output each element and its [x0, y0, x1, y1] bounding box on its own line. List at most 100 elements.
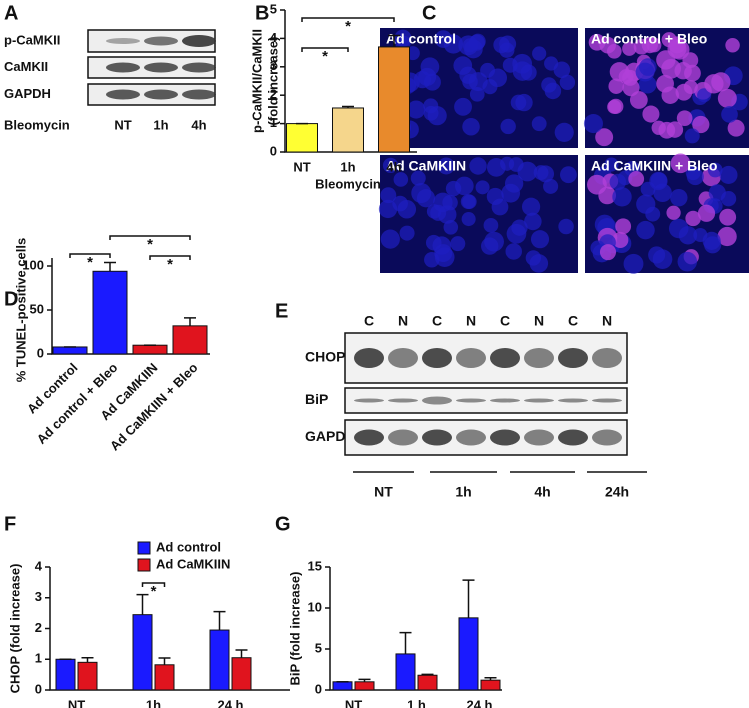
nucleus: [558, 218, 574, 235]
band: [558, 429, 588, 446]
nucleus: [676, 110, 693, 127]
nucleus: [697, 88, 712, 103]
nucleus: [380, 187, 397, 204]
band: [182, 62, 216, 73]
nucleus: [633, 38, 650, 55]
bar: [458, 617, 479, 691]
row-label: CaMKII: [4, 59, 48, 74]
band: [144, 89, 178, 100]
error-bar: [213, 610, 226, 631]
nucleus: [445, 180, 462, 197]
y-axis-label: (fold increase): [265, 37, 280, 126]
lane-label: C: [432, 313, 442, 329]
significance-label: *: [147, 236, 153, 253]
nucleus: [500, 118, 516, 135]
nucleus: [685, 210, 701, 227]
error-bar: [136, 593, 149, 615]
nucleus: [636, 220, 655, 240]
y-tick-label: 2: [35, 620, 42, 635]
nucleus: [508, 157, 524, 172]
row-label: GAPDH: [305, 428, 356, 444]
nucleus: [533, 165, 549, 180]
error-bar: [484, 676, 497, 681]
legend-swatch: [137, 541, 151, 555]
nucleus: [651, 120, 666, 135]
x-axis-label: Bleomycin: [315, 176, 381, 191]
lane-label: N: [534, 313, 544, 329]
band: [354, 348, 384, 368]
bar: [132, 344, 168, 355]
bar: [132, 614, 153, 691]
nucleus: [469, 157, 487, 175]
significance-label: *: [151, 583, 157, 600]
band: [144, 36, 178, 46]
nucleus: [488, 68, 508, 88]
bar: [332, 107, 364, 153]
y-tick-label: 2: [270, 87, 277, 102]
bar: [417, 674, 438, 691]
nucleus: [702, 231, 721, 250]
nucleus: [560, 166, 577, 184]
nucleus: [607, 99, 622, 114]
nucleus: [529, 254, 549, 273]
nucleus: [704, 74, 724, 94]
nucleus: [493, 36, 510, 54]
y-tick-label: 50: [30, 301, 44, 316]
nucleus: [583, 113, 603, 134]
nucleus: [612, 187, 632, 207]
y-tick-label: 3: [35, 589, 42, 604]
lane-label: C: [500, 313, 510, 329]
nucleus: [416, 189, 436, 208]
nucleus: [697, 204, 716, 222]
row-label: CHOP: [305, 349, 345, 365]
nucleus: [609, 173, 627, 191]
error-bar: [184, 317, 196, 326]
band: [422, 396, 452, 405]
band: [388, 398, 418, 403]
y-axis-label: % TUNEL-positive cells: [13, 238, 28, 382]
band: [106, 62, 140, 73]
nucleus: [717, 88, 737, 108]
y-tick-label: 1: [270, 115, 277, 130]
nucleus: [521, 197, 541, 216]
nucleus: [481, 237, 499, 255]
lane-label: 4h: [191, 117, 206, 132]
nucleus: [686, 168, 704, 186]
nucleus: [459, 66, 477, 84]
image-caption: Ad CaMKIIN: [386, 158, 466, 174]
nucleus: [501, 183, 521, 203]
nucleus: [606, 43, 622, 59]
legend-swatch: [137, 558, 151, 572]
nucleus: [407, 100, 426, 119]
nucleus: [666, 121, 684, 138]
time-label: NT: [374, 484, 393, 500]
image-caption: Ad control + Bleo: [591, 31, 707, 47]
nucleus: [721, 106, 738, 123]
nucleus: [532, 46, 547, 61]
band: [524, 348, 554, 368]
nucleus: [530, 230, 550, 249]
band: [592, 348, 622, 368]
nucleus: [677, 251, 698, 272]
y-tick-label: 5: [315, 640, 322, 655]
lane-label: N: [602, 313, 612, 329]
significance-bracket: [69, 253, 111, 258]
x-tick-label: NT: [345, 697, 362, 708]
lane-label: 1h: [153, 117, 168, 132]
nucleus: [559, 74, 576, 91]
nucleus: [636, 194, 656, 214]
x-tick-label: 24 h: [217, 697, 243, 708]
significance-label: *: [87, 254, 93, 271]
treatment-label: Bleomycin: [4, 117, 70, 132]
nucleus: [399, 225, 415, 241]
nucleus: [629, 91, 648, 109]
panel-label: D: [4, 288, 18, 310]
y-tick-label: 0: [37, 345, 44, 360]
lane-label: C: [364, 313, 374, 329]
bar: [480, 679, 501, 691]
band: [422, 429, 452, 446]
bar: [395, 653, 416, 691]
nucleus: [460, 194, 476, 210]
bar: [55, 658, 76, 691]
nucleus: [543, 178, 559, 194]
